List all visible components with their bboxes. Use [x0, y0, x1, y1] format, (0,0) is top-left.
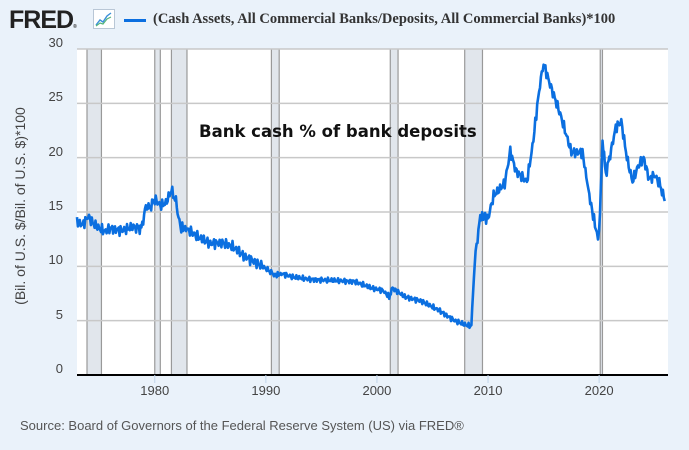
y-tick-label: 15 [48, 198, 63, 213]
x-tick-label: 2020 [584, 383, 614, 398]
chart-plot-area [75, 48, 668, 383]
chart-annotation: Bank cash % of bank deposits [199, 122, 477, 141]
line-chart-icon[interactable] [93, 9, 115, 29]
y-tick-label: 0 [55, 361, 63, 376]
source-note: Source: Board of Governors of the Federa… [20, 418, 464, 433]
y-tick-label: 30 [48, 35, 63, 50]
series-line[interactable] [75, 63, 666, 330]
legend-swatch [124, 19, 146, 22]
chart-header: FRED® (Cash Assets, All Commercial Banks… [0, 0, 689, 44]
y-tick-label: 25 [48, 89, 63, 105]
x-tick-label: 2010 [473, 383, 503, 398]
y-tick-label: 5 [55, 306, 63, 322]
fred-logo[interactable]: FRED® [9, 6, 77, 34]
y-tick-label: 10 [48, 252, 63, 268]
x-tick-label: 1990 [251, 383, 281, 398]
series-title[interactable]: (Cash Assets, All Commercial Banks/Depos… [153, 11, 616, 27]
y-tick-label: 20 [48, 143, 63, 159]
x-tick-label: 1980 [140, 383, 170, 398]
x-tick-label: 2000 [362, 383, 392, 398]
